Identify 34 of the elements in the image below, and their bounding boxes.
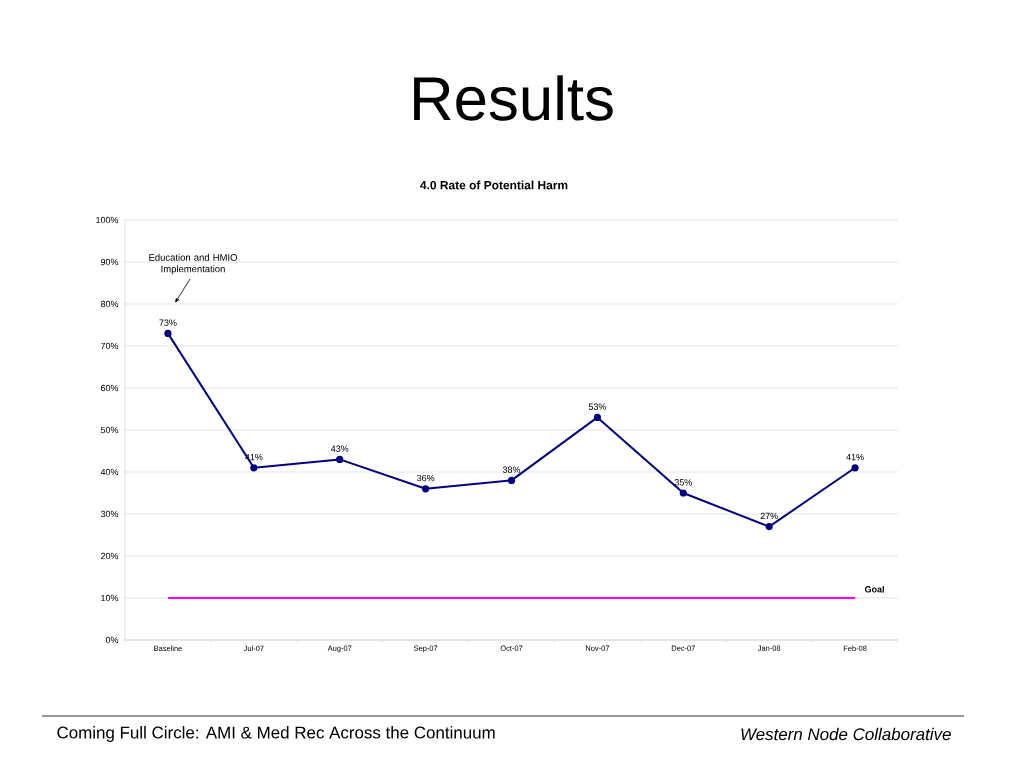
point (164, 329, 172, 337)
y-tick-label: 30% (100, 510, 119, 518)
y-tick-label: 80% (100, 300, 119, 308)
point (250, 464, 258, 472)
data-label: 38% (502, 466, 521, 473)
point (679, 489, 687, 497)
y-tick-label: 60% (100, 384, 119, 392)
chart-title: Results (414, 75, 613, 121)
data-label: 41% (846, 454, 864, 461)
y-tick-label: 100% (96, 216, 119, 224)
y-tick-label: 40% (100, 468, 119, 476)
y-tick-label: 90% (100, 258, 119, 266)
annotation: Education and HMIO Implementation (149, 253, 237, 275)
y-tick-label: 0% (105, 636, 119, 644)
y-tick-label: 70% (100, 342, 119, 350)
data-label: 53% (588, 403, 607, 410)
y-tick-label: 10% (101, 594, 119, 602)
point (593, 413, 601, 421)
data-label: 27% (760, 512, 778, 520)
text: Western Node Collaborative (741, 727, 951, 741)
point (507, 476, 516, 484)
y-tick-label: 50% (100, 426, 119, 434)
point (422, 485, 430, 493)
series-label: Goal (864, 585, 884, 593)
data-label: 36% (416, 474, 435, 482)
point (765, 523, 773, 531)
point (336, 455, 344, 463)
y-tick-label: 20% (100, 552, 119, 560)
data-label: 35% (674, 479, 692, 486)
text: Coming Full Circle: AMI & Med Rec Across the Continuum (57, 726, 495, 742)
point (851, 464, 859, 472)
chart-subtitle: 4.0 Rate of Potential Harm (420, 180, 568, 190)
data-label: 43% (330, 445, 349, 452)
data-label: 73% (159, 319, 177, 326)
